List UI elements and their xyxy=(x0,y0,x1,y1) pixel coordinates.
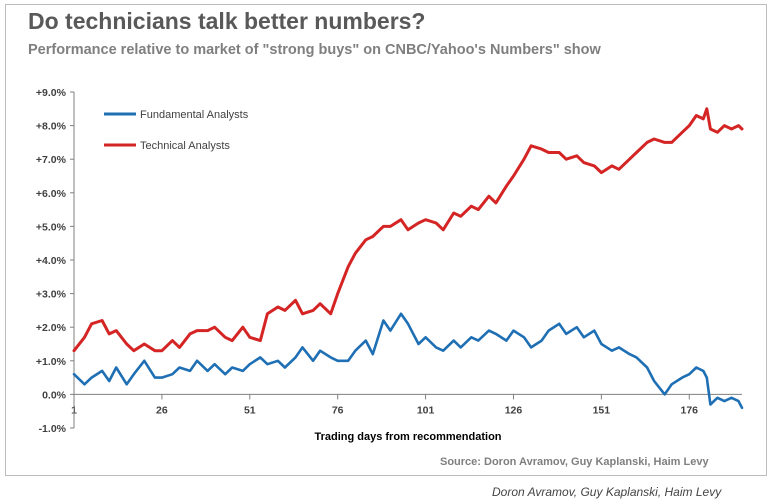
y-tick-label: +9.0% xyxy=(36,87,67,99)
legend-label: Technical Analysts xyxy=(140,140,230,152)
x-axis-ticks: 1265176101126151176 xyxy=(71,394,698,416)
x-tick-label: 51 xyxy=(244,404,256,416)
y-tick-label: +2.0% xyxy=(36,322,67,334)
x-tick-label: 76 xyxy=(332,404,344,416)
x-tick-label: 26 xyxy=(156,404,168,416)
series-line-technical-analysts xyxy=(72,107,744,353)
y-tick-label: +1.0% xyxy=(36,356,67,368)
y-tick-label: -1.0% xyxy=(39,423,67,435)
legend-label: Fundamental Analysts xyxy=(140,109,249,121)
legend: Fundamental Analysts Technical Analysts xyxy=(104,109,249,152)
y-tick-label: +3.0% xyxy=(36,289,67,301)
x-tick-label: 151 xyxy=(593,404,611,416)
image-credit: Doron Avramov, Guy Kaplanski, Haim Levy xyxy=(492,485,722,499)
y-tick-label: +5.0% xyxy=(36,221,67,233)
chart-frame xyxy=(5,4,767,476)
series-line-fundamental-analysts xyxy=(72,312,744,410)
y-tick-label: +4.0% xyxy=(36,255,67,267)
y-tick-label: +7.0% xyxy=(36,154,67,166)
chart-title: Do technicians talk better numbers? xyxy=(28,8,426,34)
x-axis-label: Trading days from recommendation xyxy=(314,431,501,443)
x-tick-label: 126 xyxy=(505,404,523,416)
y-axis-ticks: +9.0% +8.0% +7.0% +6.0% +5.0% +4.0% +3.0% +2.0%… xyxy=(36,87,74,435)
y-tick-label: 0.0% xyxy=(42,389,67,401)
chart-subtitle: Performance relative to market of "stron… xyxy=(28,42,601,58)
series-lines xyxy=(72,107,744,410)
x-tick-label: 101 xyxy=(417,404,435,416)
source-note: Source: Doron Avramov, Guy Kaplanski, Ha… xyxy=(440,456,709,468)
y-tick-label: +8.0% xyxy=(36,121,67,133)
x-tick-label: 176 xyxy=(680,404,698,416)
y-tick-label: +6.0% xyxy=(36,188,67,200)
